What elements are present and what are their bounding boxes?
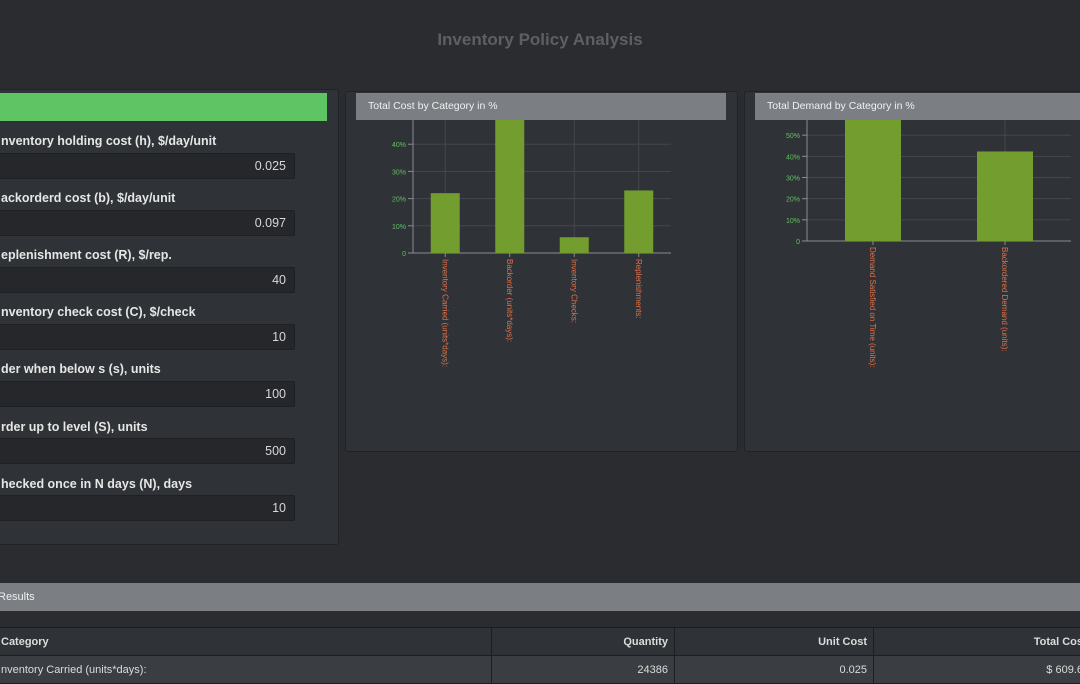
replenishment-cost-label: eplenishment cost (R), $/rep. [1,248,172,262]
bar [495,120,524,253]
x-category-label: Demand Satisfied on Time (units): [868,247,877,368]
column-header-category: Category [0,628,492,656]
reorder-point-label: der when below s (s), units [1,362,161,376]
x-category-label: Replenishments: [634,259,643,319]
cost-chart: 0 10% 20% 30% 40% 50% Inventory Carried (units… [346,120,737,450]
order-up-to-label: rder up to level (S), units [1,420,148,434]
bar [845,120,901,241]
check-interval-label: hecked once in N days (N), days [1,477,192,491]
y-tick-label: 50% [786,133,800,140]
input-parameters-panel: nventory holding cost (h), $/day/unit 0.… [0,89,339,545]
y-tick-label: 10% [392,224,406,231]
replenishment-cost-input[interactable]: 40 [0,267,295,293]
check-interval-input[interactable]: 10 [0,495,295,521]
row-total-cost: $ 609.6 [874,656,1080,684]
y-tick-label: 30% [392,169,406,176]
row-unit-cost: 0.025 [675,656,874,684]
reorder-point-input[interactable]: 100 [0,381,295,407]
x-category-label: Inventory Carried (units*days): [440,259,449,367]
row-category: nventory Carried (units*days): [0,656,492,684]
results-table: Category Quantity Unit Cost Total Cos nv… [0,627,1080,684]
column-header-total-cost: Total Cos [874,628,1080,656]
bar [624,190,653,253]
backorder-cost-label: ackorderd cost (b), $/day/unit [1,191,175,205]
x-category-label: Backordered Demand (units): [1000,247,1009,352]
bar [431,193,460,253]
demand-chart-panel: Total Demand by Category in % 0 10% 20% 30%… [744,91,1080,452]
holding-cost-input[interactable]: 0.025 [0,153,295,179]
y-tick-label: 40% [392,142,406,149]
bar [560,237,589,253]
row-quantity: 24386 [492,656,675,684]
order-up-to-input[interactable]: 500 [0,438,295,464]
y-tick-label: 50% [392,120,406,122]
input-panel-header-bar [0,93,327,121]
y-tick-label: 20% [392,197,406,204]
check-cost-input[interactable]: 10 [0,324,295,350]
y-tick-label: 0 [402,251,406,258]
page-title: Inventory Policy Analysis [0,30,1080,50]
results-header: Results [0,583,1080,611]
bar [977,151,1033,241]
check-cost-label: nventory check cost (C), $/check [1,305,196,319]
y-tick-label: 20% [786,197,800,204]
y-tick-label: 30% [786,176,800,183]
y-tick-label: 40% [786,154,800,161]
y-tick-label: 10% [786,218,800,225]
x-category-label: Backorder (units*days): [505,259,514,342]
cost-chart-panel: Total Cost by Category in % 0 10% 20% 30% 40… [345,91,738,452]
x-category-label: Inventory Checks: [569,259,578,323]
y-tick-label: 0 [796,239,800,246]
demand-chart: 010%20%30%40%50%60%Demand Satisfied on T… [745,120,1080,450]
backorder-cost-input[interactable]: 0.097 [0,210,295,236]
cost-chart-header: Total Cost by Category in % [356,93,726,120]
results-header-row: Category Quantity Unit Cost Total Cos [0,628,1080,656]
column-header-quantity: Quantity [492,628,675,656]
demand-chart-header: Total Demand by Category in % [755,93,1080,120]
holding-cost-label: nventory holding cost (h), $/day/unit [1,134,216,148]
table-row: nventory Carried (units*days): 24386 0.0… [0,656,1080,684]
column-header-unit-cost: Unit Cost [675,628,874,656]
